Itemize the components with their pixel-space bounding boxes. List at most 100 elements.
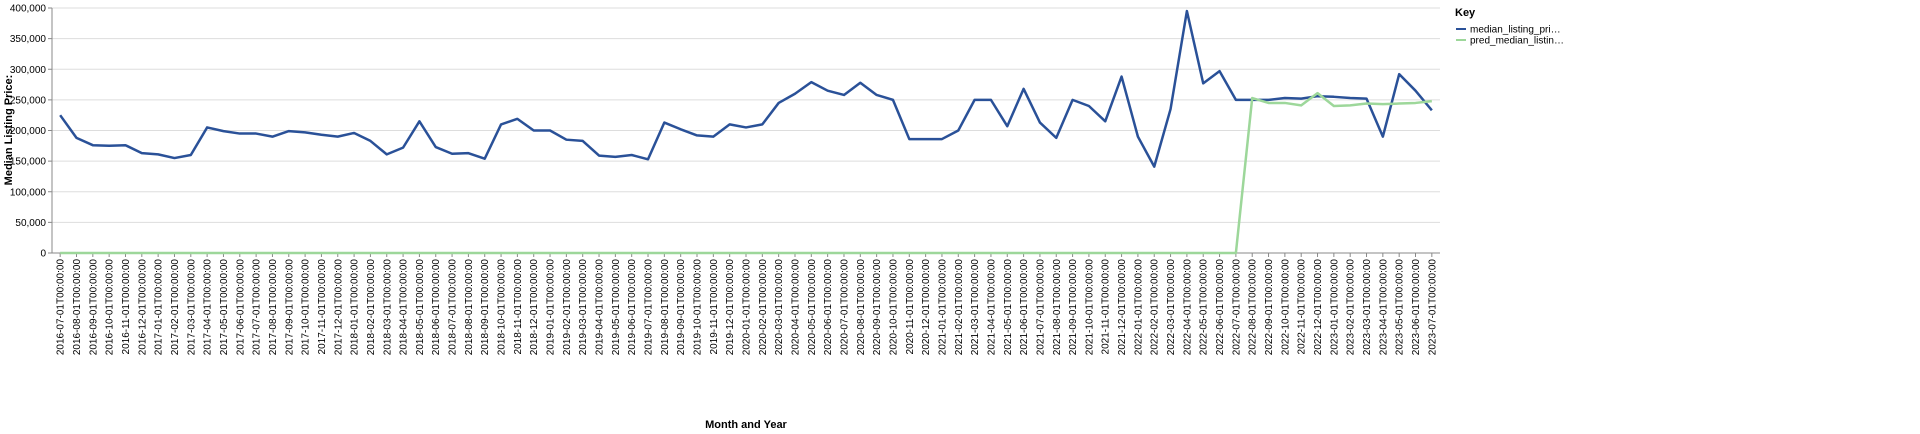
x-tick-label: 2021-08-01T00:00:00	[1052, 259, 1063, 356]
x-tick-label: 2016-10-01T00:00:00	[105, 259, 116, 356]
x-tick-label: 2016-08-01T00:00:00	[72, 259, 83, 356]
x-tick-label: 2023-02-01T00:00:00	[1346, 259, 1357, 356]
x-tick-label: 2019-02-01T00:00:00	[562, 259, 573, 356]
x-tick-label: 2022-02-01T00:00:00	[1150, 259, 1161, 356]
legend-label: pred_median_listin…	[1470, 36, 1564, 47]
y-tick-label: 0	[40, 249, 46, 260]
x-tick-label: 2016-12-01T00:00:00	[137, 259, 148, 356]
x-tick-label: 2018-09-01T00:00:00	[480, 259, 491, 356]
x-tick-label: 2022-01-01T00:00:00	[1133, 259, 1144, 356]
x-tick-label: 2016-11-01T00:00:00	[121, 259, 132, 355]
x-tick-label: 2020-05-01T00:00:00	[807, 259, 818, 356]
legend-label: median_listing_pri…	[1470, 25, 1561, 36]
x-tick-label: 2021-02-01T00:00:00	[954, 259, 965, 356]
x-tick-label: 2021-12-01T00:00:00	[1117, 259, 1128, 356]
x-tick-label: 2019-08-01T00:00:00	[660, 259, 671, 356]
x-tick-label: 2020-06-01T00:00:00	[823, 259, 834, 356]
y-tick-label: 350,000	[10, 34, 47, 45]
x-tick-label: 2021-01-01T00:00:00	[937, 259, 948, 356]
x-tick-label: 2017-04-01T00:00:00	[203, 259, 214, 356]
x-tick-label: 2020-08-01T00:00:00	[856, 259, 867, 356]
x-tick-label: 2018-05-01T00:00:00	[415, 259, 426, 356]
x-tick-label: 2020-12-01T00:00:00	[921, 259, 932, 356]
x-tick-label: 2019-10-01T00:00:00	[693, 259, 704, 356]
y-tick-label: 250,000	[10, 95, 47, 106]
x-axis-label: Month and Year	[705, 419, 787, 431]
x-tick-label: 2017-10-01T00:00:00	[301, 259, 312, 356]
x-tick-label: 2020-10-01T00:00:00	[888, 259, 899, 356]
x-tick-label: 2018-06-01T00:00:00	[431, 259, 442, 356]
x-tick-label: 2020-07-01T00:00:00	[839, 259, 850, 356]
x-tick-label: 2018-04-01T00:00:00	[399, 259, 410, 356]
series-line	[60, 91, 1432, 255]
x-tick-label: 2021-10-01T00:00:00	[1084, 259, 1095, 356]
x-tick-label: 2023-04-01T00:00:00	[1378, 259, 1389, 356]
x-tick-label: 2020-01-01T00:00:00	[742, 259, 753, 356]
x-tick-label: 2023-03-01T00:00:00	[1362, 259, 1373, 356]
x-tick-label: 2017-03-01T00:00:00	[186, 259, 197, 356]
x-tick-label: 2021-11-01T00:00:00	[1101, 259, 1112, 355]
x-tick-label: 2018-01-01T00:00:00	[350, 259, 361, 356]
x-tick-label: 2018-07-01T00:00:00	[448, 259, 459, 356]
x-tick-label: 2021-07-01T00:00:00	[1035, 259, 1046, 356]
y-tick-label: 150,000	[10, 157, 47, 168]
x-tick-label: 2018-08-01T00:00:00	[464, 259, 475, 356]
x-tick-label: 2020-09-01T00:00:00	[872, 259, 883, 356]
x-tick-label: 2017-01-01T00:00:00	[154, 259, 165, 356]
x-tick-label: 2023-01-01T00:00:00	[1329, 259, 1340, 356]
x-tick-label: 2021-06-01T00:00:00	[1019, 259, 1030, 356]
x-tick-label: 2022-03-01T00:00:00	[1166, 259, 1177, 356]
x-tick-label: 2018-11-01T00:00:00	[513, 259, 524, 355]
x-tick-label: 2020-04-01T00:00:00	[790, 259, 801, 356]
x-tick-label: 2021-04-01T00:00:00	[986, 259, 997, 356]
x-tick-label: 2017-02-01T00:00:00	[170, 259, 181, 356]
x-tick-label: 2023-07-01T00:00:00	[1427, 259, 1438, 356]
x-tick-label: 2022-05-01T00:00:00	[1199, 259, 1210, 356]
x-tick-label: 2022-04-01T00:00:00	[1182, 259, 1193, 356]
x-tick-label: 2019-07-01T00:00:00	[644, 259, 655, 356]
x-tick-label: 2018-03-01T00:00:00	[382, 259, 393, 356]
x-tick-label: 2022-11-01T00:00:00	[1297, 259, 1308, 355]
y-axis-label: Median Listing Price:	[3, 75, 15, 186]
x-tick-label: 2019-06-01T00:00:00	[627, 259, 638, 356]
legend-title: Key	[1455, 7, 1476, 19]
x-tick-label: 2022-08-01T00:00:00	[1248, 259, 1259, 356]
x-tick-label: 2016-09-01T00:00:00	[88, 259, 99, 356]
x-tick-label: 2019-04-01T00:00:00	[595, 259, 606, 356]
x-tick-label: 2022-10-01T00:00:00	[1280, 259, 1291, 356]
x-tick-label: 2020-11-01T00:00:00	[905, 259, 916, 355]
x-tick-label: 2016-07-01T00:00:00	[56, 259, 67, 356]
x-tick-label: 2021-05-01T00:00:00	[1003, 259, 1014, 356]
x-tick-label: 2020-03-01T00:00:00	[774, 259, 785, 356]
x-tick-label: 2019-05-01T00:00:00	[611, 259, 622, 356]
x-tick-label: 2022-07-01T00:00:00	[1231, 259, 1242, 356]
x-tick-label: 2017-05-01T00:00:00	[219, 259, 230, 356]
y-tick-label: 100,000	[10, 187, 47, 198]
x-tick-label: 2019-11-01T00:00:00	[709, 259, 720, 355]
x-tick-label: 2017-08-01T00:00:00	[268, 259, 279, 356]
x-tick-label: 2023-05-01T00:00:00	[1395, 259, 1406, 356]
y-tick-label: 400,000	[10, 4, 47, 15]
x-tick-label: 2019-12-01T00:00:00	[725, 259, 736, 356]
x-tick-label: 2021-09-01T00:00:00	[1068, 259, 1079, 356]
y-tick-label: 300,000	[10, 65, 47, 76]
x-tick-label: 2022-09-01T00:00:00	[1264, 259, 1275, 356]
y-tick-label: 50,000	[15, 218, 46, 229]
x-tick-label: 2018-02-01T00:00:00	[366, 259, 377, 356]
x-tick-label: 2022-06-01T00:00:00	[1215, 259, 1226, 356]
x-tick-label: 2017-09-01T00:00:00	[284, 259, 295, 356]
x-tick-label: 2018-10-01T00:00:00	[497, 259, 508, 356]
x-tick-label: 2017-06-01T00:00:00	[235, 259, 246, 356]
series-line	[59, 9, 1433, 168]
x-tick-label: 2021-03-01T00:00:00	[970, 259, 981, 356]
x-tick-label: 2020-02-01T00:00:00	[758, 259, 769, 356]
x-tick-label: 2017-07-01T00:00:00	[252, 259, 263, 356]
x-tick-label: 2019-03-01T00:00:00	[578, 259, 589, 356]
x-tick-label: 2018-12-01T00:00:00	[529, 259, 540, 356]
x-tick-label: 2023-06-01T00:00:00	[1411, 259, 1422, 356]
x-tick-label: 2022-12-01T00:00:00	[1313, 259, 1324, 356]
x-tick-label: 2019-01-01T00:00:00	[546, 259, 557, 356]
x-tick-label: 2017-11-01T00:00:00	[317, 259, 328, 355]
